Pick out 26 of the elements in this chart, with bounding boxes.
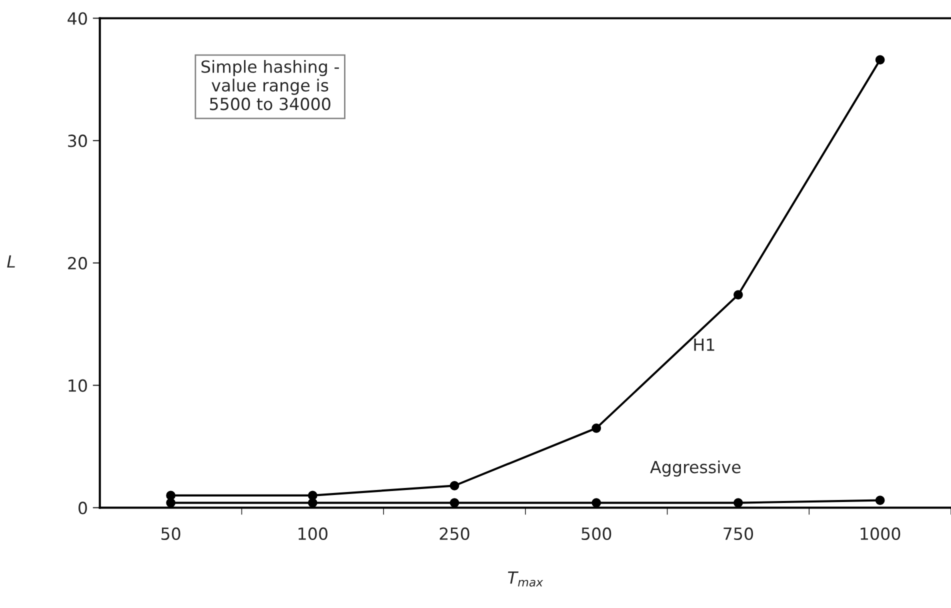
point — [592, 498, 602, 508]
y-tick-label: 10 — [68, 379, 87, 392]
x-axis-title: T$_{max}$ — [508, 572, 544, 587]
annotation: H1 — [694, 338, 714, 351]
point — [734, 290, 743, 300]
point — [734, 498, 743, 508]
point — [308, 498, 318, 508]
x-tick-label: 750 — [724, 527, 754, 540]
x-tick-label: 1000 — [860, 527, 900, 540]
y-axis-title: L — [7, 255, 15, 268]
x-tick-label: 250 — [440, 527, 470, 540]
point — [592, 423, 602, 433]
x-tick-label: 500 — [582, 527, 612, 540]
y-tick-label: 30 — [68, 134, 87, 148]
point — [875, 496, 885, 506]
point — [450, 480, 460, 490]
x-tick-label: 50 — [161, 527, 180, 540]
point — [166, 498, 176, 508]
y-tick-label: 40 — [68, 12, 87, 25]
annotation: Simple hashing - value range is 5500 to 34000 — [202, 60, 339, 110]
point — [450, 498, 460, 508]
x-tick-label: 100 — [298, 527, 328, 540]
point — [875, 55, 885, 65]
y-tick-label: 20 — [68, 256, 87, 270]
annotation: Aggressive — [650, 460, 740, 477]
y-tick-label: 0 — [78, 502, 87, 514]
